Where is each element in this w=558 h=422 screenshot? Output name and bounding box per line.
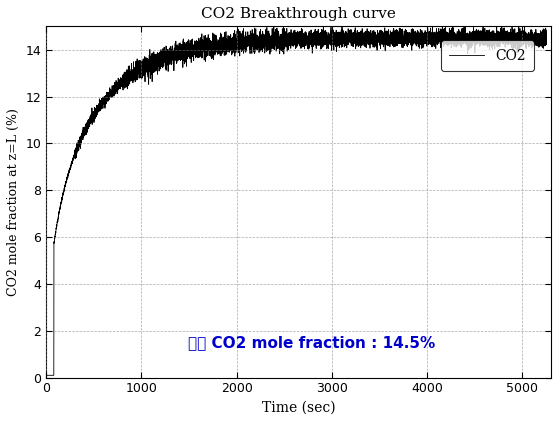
CO2 [271,24,277,29]
CO2 [360,43,367,48]
CO2 [440,35,447,41]
Text: 최종 CO2 mole fraction : 14.5%: 최종 CO2 mole fraction : 14.5% [187,335,435,350]
CO2 [413,33,420,38]
Title: CO2 Breakthrough curve: CO2 Breakthrough curve [201,7,396,21]
Y-axis label: CO2 mole fraction at z=L (%): CO2 mole fraction at z=L (%) [7,108,20,296]
CO2 [543,31,550,36]
CO2 [43,375,50,380]
CO2 [339,27,345,32]
CO2 [68,162,75,167]
Legend: CO2: CO2 [441,40,534,71]
X-axis label: Time (sec): Time (sec) [262,401,335,415]
Line: CO2: CO2 [46,26,546,378]
CO2 [224,38,230,43]
